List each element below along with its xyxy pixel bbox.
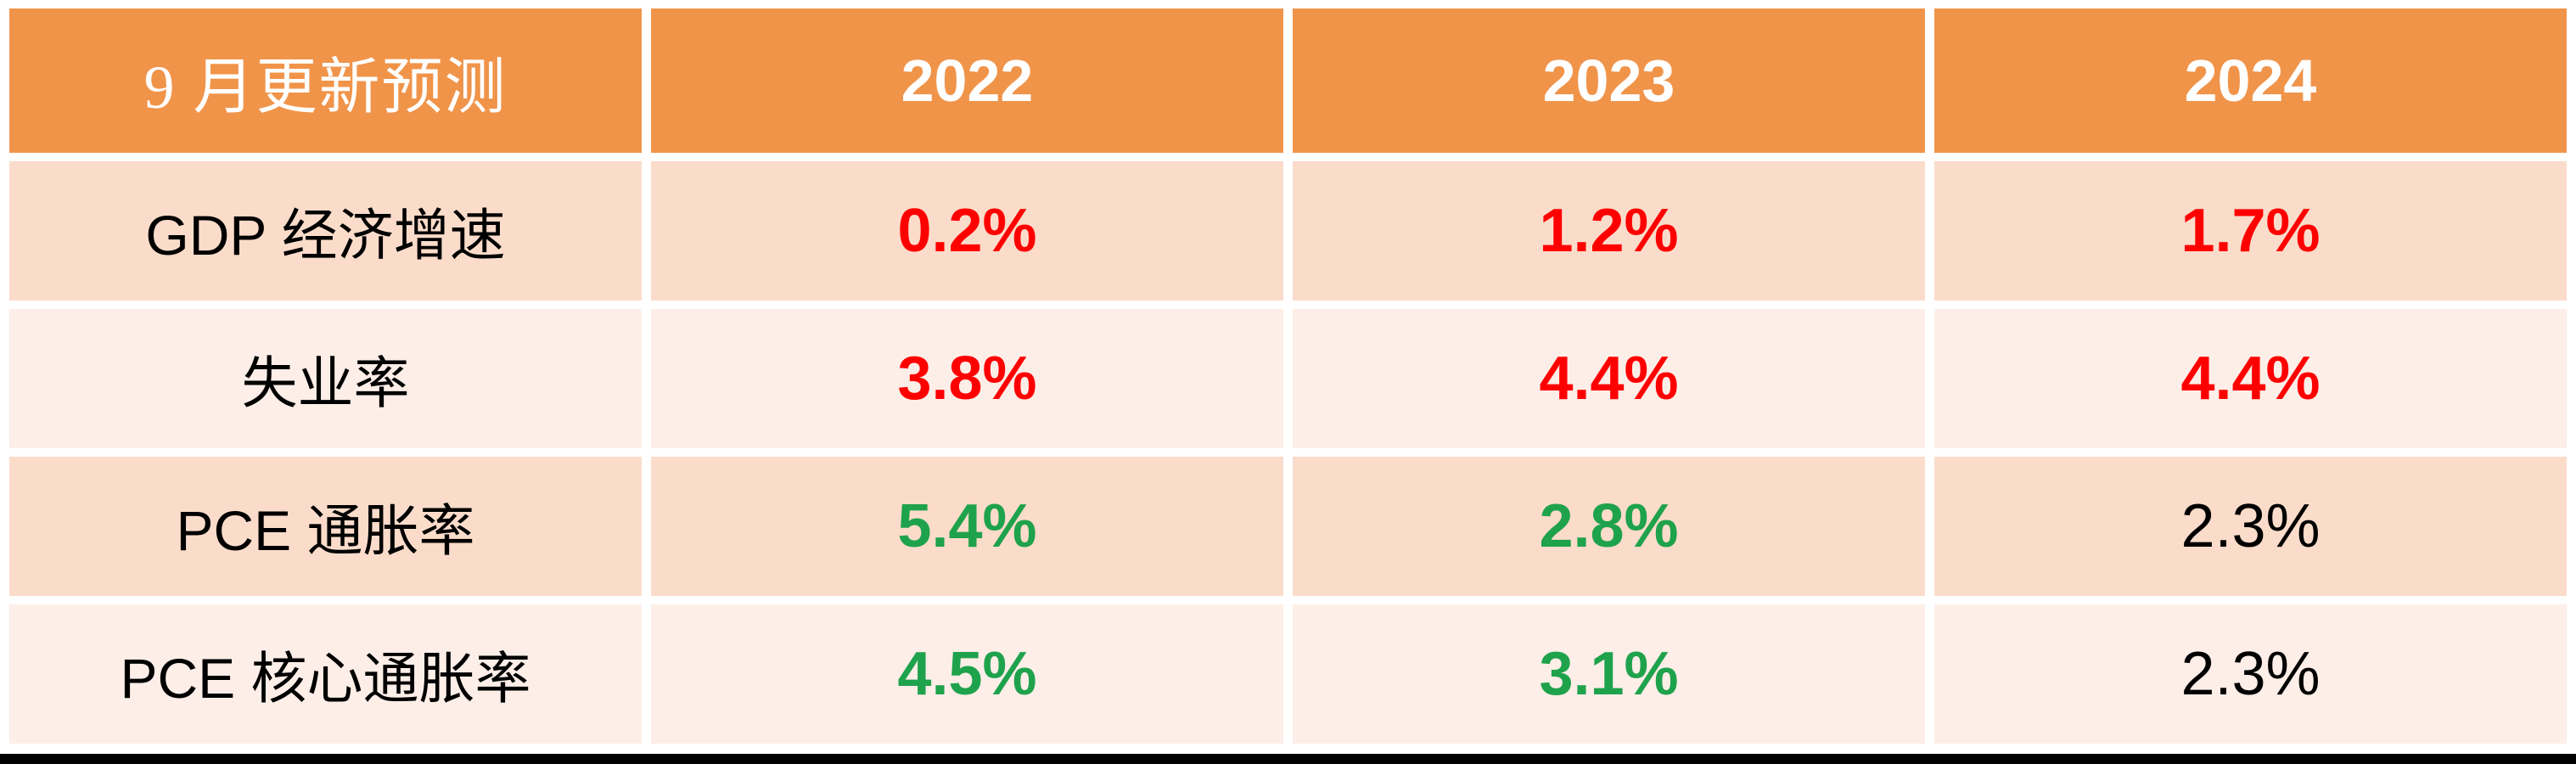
gdp-growth-2022-value: 0.2% (651, 161, 1283, 301)
pce-inflation-2022-value: 5.4% (651, 457, 1283, 596)
row-label-core-pce-inflation: PCE 核心通胀率 (9, 604, 642, 744)
row-label-unemployment: 失业率 (9, 309, 642, 448)
pce-inflation-2023-value: 2.8% (1293, 457, 1925, 596)
table-row-pce-inflation: PCE 通胀率 5.4% 2.8% 2.3% (9, 457, 2567, 596)
table-header-row: 9 月更新预测 2022 2023 2024 (9, 8, 2567, 153)
column-header-2023: 2023 (1293, 8, 1925, 153)
gdp-growth-2024-value: 1.7% (1934, 161, 2567, 301)
bottom-black-bar (0, 754, 2576, 764)
core-pce-2022-value: 4.5% (651, 604, 1283, 744)
pce-inflation-2024-value: 2.3% (1934, 457, 2567, 596)
table-title-cell: 9 月更新预测 (9, 8, 642, 153)
core-pce-2024-value: 2.3% (1934, 604, 2567, 744)
gdp-growth-2023-value: 1.2% (1293, 161, 1925, 301)
table-row-core-pce-inflation: PCE 核心通胀率 4.5% 3.1% 2.3% (9, 604, 2567, 744)
table-row-unemployment: 失业率 3.8% 4.4% 4.4% (9, 309, 2567, 448)
row-label-gdp-growth: GDP 经济增速 (9, 161, 642, 301)
core-pce-2023-value: 3.1% (1293, 604, 1925, 744)
unemployment-2022-value: 3.8% (651, 309, 1283, 448)
unemployment-2024-value: 4.4% (1934, 309, 2567, 448)
unemployment-2023-value: 4.4% (1293, 309, 1925, 448)
column-header-2022: 2022 (651, 8, 1283, 153)
column-header-2024: 2024 (1934, 8, 2567, 153)
table-row-gdp-growth: GDP 经济增速 0.2% 1.2% 1.7% (9, 161, 2567, 301)
row-label-pce-inflation: PCE 通胀率 (9, 457, 642, 596)
